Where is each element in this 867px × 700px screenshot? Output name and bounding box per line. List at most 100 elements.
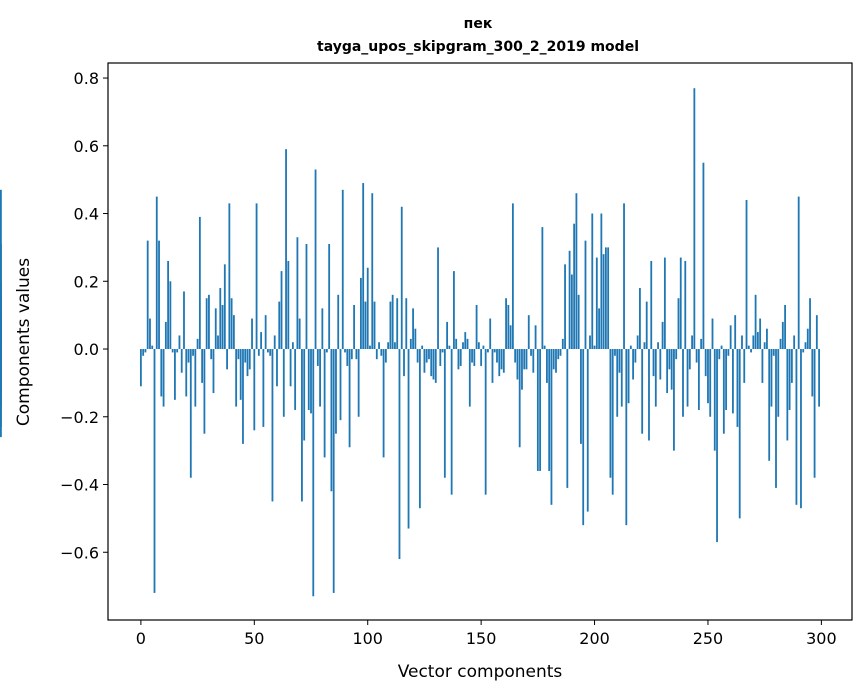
y-tick-label: −0.6	[60, 543, 99, 562]
bar	[516, 349, 519, 380]
bar	[196, 338, 199, 350]
bar	[500, 349, 503, 370]
bar	[709, 349, 712, 417]
bar	[203, 349, 206, 434]
bar	[620, 349, 623, 407]
bar	[747, 345, 750, 350]
bar	[697, 349, 700, 410]
bar	[607, 247, 610, 350]
bar	[645, 301, 648, 350]
bar	[382, 349, 385, 458]
y-tick-label: 0.8	[74, 69, 99, 88]
bar	[434, 349, 437, 383]
bar	[276, 349, 278, 387]
bar	[139, 349, 142, 387]
bar	[264, 315, 267, 350]
bar	[623, 203, 625, 350]
bar	[416, 349, 419, 363]
bar	[779, 338, 782, 350]
bar	[759, 318, 762, 350]
bar	[248, 349, 251, 370]
bar	[418, 349, 421, 509]
bar	[648, 349, 650, 441]
bar	[405, 298, 408, 350]
bar	[373, 301, 376, 350]
bar	[477, 342, 480, 350]
bar	[328, 244, 331, 350]
bar	[763, 342, 766, 350]
bar	[673, 349, 675, 451]
bar	[754, 294, 757, 350]
bar	[271, 349, 274, 502]
chart-subtitle: tayga_upos_skipgram_300_2_2019 model	[317, 39, 639, 55]
bar	[509, 325, 512, 350]
bar	[616, 349, 619, 417]
bar	[142, 349, 145, 356]
bar	[455, 338, 458, 350]
bar	[725, 349, 728, 410]
bar	[575, 193, 578, 350]
bar	[732, 349, 734, 414]
bar	[332, 349, 335, 593]
bar	[772, 349, 775, 356]
bar	[734, 315, 737, 350]
bar	[255, 203, 258, 350]
bar	[407, 349, 410, 529]
bar	[189, 349, 192, 478]
bar	[453, 271, 455, 350]
bar	[217, 335, 219, 350]
bar	[164, 321, 167, 350]
bar	[153, 349, 156, 593]
bar	[473, 349, 476, 366]
bar	[362, 183, 365, 350]
bar	[232, 315, 235, 350]
bar	[176, 349, 179, 353]
bar	[668, 349, 671, 370]
bar	[541, 227, 544, 350]
bar	[151, 345, 154, 350]
bar	[600, 213, 603, 350]
bar	[357, 349, 360, 417]
bar	[521, 349, 523, 390]
bar	[654, 349, 657, 407]
bar	[364, 301, 367, 350]
bar	[523, 349, 526, 370]
bar	[573, 223, 576, 350]
bar	[586, 349, 589, 512]
bar	[818, 349, 821, 407]
bar	[777, 349, 780, 417]
bar	[720, 345, 723, 350]
bar	[793, 335, 796, 350]
bar	[391, 294, 394, 350]
bar	[570, 274, 573, 350]
bar	[289, 349, 292, 387]
bar	[716, 349, 718, 543]
bar	[539, 349, 542, 471]
bar	[700, 338, 703, 350]
bar	[507, 304, 510, 350]
bar	[208, 294, 210, 350]
bar	[491, 349, 494, 383]
bar	[489, 318, 492, 350]
bar	[439, 349, 442, 366]
bar	[695, 349, 698, 363]
bar	[183, 291, 185, 350]
bar	[307, 349, 310, 410]
bar	[809, 298, 811, 350]
bar	[464, 332, 467, 350]
bar	[484, 349, 487, 495]
bar	[534, 325, 537, 350]
bar	[788, 349, 791, 410]
bar	[226, 349, 228, 370]
bar	[602, 254, 605, 350]
bar	[423, 349, 426, 373]
bar	[496, 349, 498, 363]
bar	[273, 335, 276, 350]
bar	[223, 264, 226, 350]
bar	[498, 349, 501, 377]
bar	[312, 349, 315, 597]
bar	[366, 267, 369, 350]
bar	[568, 250, 571, 350]
bar	[634, 349, 637, 363]
bar	[691, 335, 693, 350]
